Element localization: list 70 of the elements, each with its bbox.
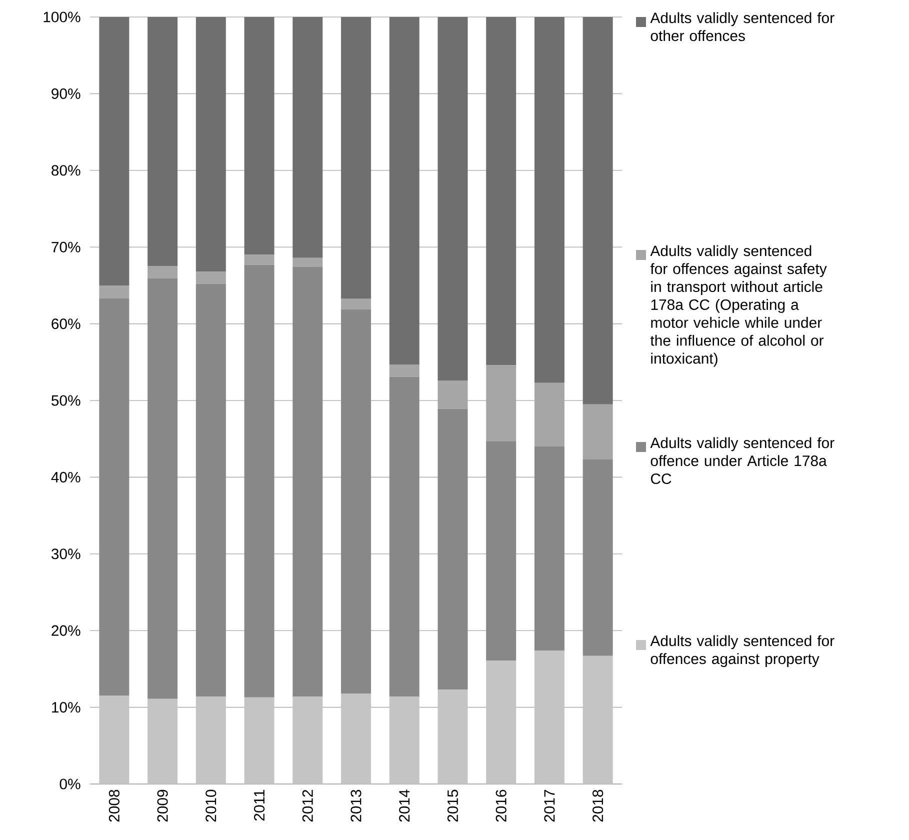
- y-tick-label: 30%: [51, 548, 80, 560]
- x-tick-label: 2015: [447, 790, 458, 822]
- x-tick-label: 2017: [544, 790, 555, 822]
- bar: [148, 278, 178, 699]
- bar: [389, 16, 420, 364]
- bar: [148, 16, 178, 266]
- bar: [438, 690, 468, 784]
- bar: [582, 16, 613, 404]
- bar: [341, 16, 372, 298]
- bar: [99, 285, 130, 298]
- bar: [244, 254, 274, 265]
- bar: [196, 272, 226, 284]
- bar: [244, 16, 274, 255]
- bar: [534, 382, 564, 447]
- bar: [582, 404, 613, 460]
- bar: [292, 258, 323, 268]
- x-tick-label: 2010: [206, 790, 216, 822]
- x-tick-label: 2008: [108, 790, 120, 822]
- legend-label: Adults validly sentenced for offences against safety in transport without article 178a CC (Operating a motor vehicle while under the influence of alcohol or intoxicant): [650, 245, 827, 367]
- bar: [486, 16, 516, 366]
- bar: [196, 284, 226, 697]
- bar: [196, 696, 226, 784]
- y-tick-label: 60%: [52, 318, 80, 330]
- y-tick-label: 10%: [52, 702, 80, 713]
- bar: [534, 650, 564, 784]
- y-tick-label: 100%: [44, 12, 80, 22]
- bar: [148, 698, 178, 784]
- bar: [244, 697, 274, 784]
- x-tick-label: 2018: [592, 790, 604, 822]
- x-tick-label: 2013: [350, 790, 362, 822]
- x-tick-label: 2009: [157, 790, 168, 822]
- y-tick-label: 40%: [51, 472, 80, 482]
- bar: [534, 446, 564, 651]
- bar: [292, 267, 323, 697]
- bar: [196, 16, 226, 272]
- bar: [341, 298, 372, 310]
- bar: [99, 16, 130, 286]
- x-tick-label: 2014: [399, 790, 410, 822]
- bar: [99, 298, 130, 696]
- x-tick-label: 2016: [496, 790, 506, 822]
- bar: [244, 264, 274, 698]
- y-tick-label: 0%: [60, 778, 80, 790]
- bar: [292, 696, 323, 784]
- bar: [389, 364, 420, 377]
- y-tick-label: 80%: [52, 165, 80, 176]
- bar: [438, 380, 468, 409]
- bar: [486, 660, 516, 784]
- legend-label: Adults validly sentenced for offence under Article 178a CC: [650, 437, 834, 484]
- y-tick-label: 70%: [52, 242, 80, 252]
- bar: [148, 266, 178, 279]
- bar: [99, 696, 130, 784]
- bar: [486, 365, 516, 442]
- legend-label: Adults validly sentenced for other offences: [650, 12, 834, 42]
- y-tick-label: 20%: [52, 625, 80, 636]
- bar: [389, 696, 420, 784]
- bar: [341, 309, 372, 694]
- bar: [438, 16, 468, 381]
- x-tick-label: 2012: [302, 790, 313, 822]
- y-tick-label: 50%: [52, 395, 80, 406]
- x-tick-label: 2011: [254, 790, 265, 821]
- bar: [582, 656, 613, 784]
- bar: [534, 16, 564, 383]
- bar: [486, 441, 516, 661]
- legend-label: Adults validly sentenced for offences against property: [650, 635, 834, 668]
- bar: [292, 16, 323, 258]
- y-tick-label: 90%: [52, 88, 80, 99]
- bar: [582, 460, 613, 656]
- bar: [438, 408, 468, 690]
- bar: [341, 693, 372, 784]
- bar: [389, 376, 420, 697]
